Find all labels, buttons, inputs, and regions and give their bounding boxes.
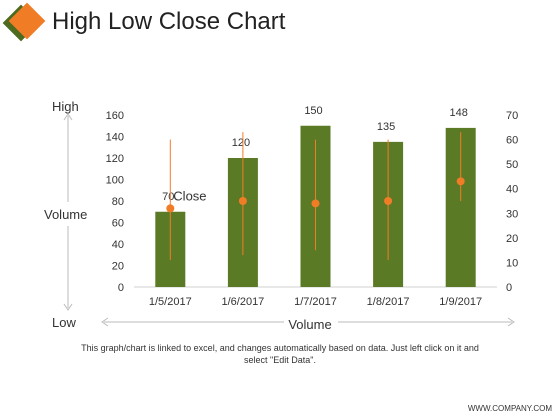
y-left-tick-label: 20 bbox=[112, 261, 124, 273]
y-left-tick-label: 160 bbox=[106, 110, 124, 122]
y-left-tick-label: 40 bbox=[112, 239, 124, 251]
website-label: WWW.COMPANY.COM bbox=[467, 404, 552, 413]
x-tick-label: 1/5/2017 bbox=[149, 296, 192, 308]
y-right-tick-label: 20 bbox=[506, 233, 518, 245]
side-label-high: High bbox=[52, 99, 79, 114]
page-title: High Low Close Chart bbox=[52, 8, 286, 35]
bar-data-label: 70 bbox=[162, 191, 174, 203]
y-left-tick-label: 100 bbox=[106, 175, 124, 187]
bar-data-label: 135 bbox=[377, 121, 395, 133]
x-tick-label: 1/9/2017 bbox=[439, 296, 482, 308]
y-right-tick-label: 70 bbox=[506, 110, 518, 122]
close-marker bbox=[311, 199, 320, 208]
y-left-tick-label: 60 bbox=[112, 218, 124, 230]
y-left-tick-label: 0 bbox=[118, 282, 124, 294]
side-arrow-up-head bbox=[63, 113, 73, 121]
bar-data-label: 148 bbox=[450, 107, 468, 119]
side-label-low: Low bbox=[52, 315, 76, 330]
footnote: This graph/chart is linked to excel, and… bbox=[81, 343, 479, 365]
x-tick-label: 1/8/2017 bbox=[367, 296, 410, 308]
y-left-tick-label: 120 bbox=[106, 153, 124, 165]
y-right-tick-label: 10 bbox=[506, 257, 518, 269]
x-arrow-right-head bbox=[507, 317, 515, 327]
side-label-volume: Volume bbox=[44, 207, 88, 222]
y-right-tick-label: 50 bbox=[506, 159, 518, 171]
y-right-tick-label: 0 bbox=[506, 282, 512, 294]
y-right-tick-label: 30 bbox=[506, 208, 518, 220]
close-marker bbox=[166, 204, 175, 213]
y-right-tick-label: 40 bbox=[506, 184, 518, 196]
y-left-tick-label: 140 bbox=[106, 132, 124, 144]
y-left-tick-label: 80 bbox=[112, 196, 124, 208]
close-marker bbox=[238, 197, 247, 205]
close-annotation: Close bbox=[173, 188, 206, 203]
diamond-icon bbox=[2, 2, 46, 42]
side-arrow-down-head bbox=[63, 303, 73, 311]
y-right-tick-label: 60 bbox=[506, 135, 518, 147]
close-marker bbox=[456, 177, 465, 186]
close-marker bbox=[384, 197, 393, 205]
bar-data-label: 150 bbox=[304, 105, 322, 117]
bar-data-label: 120 bbox=[232, 137, 250, 149]
x-axis-label: Volume bbox=[288, 317, 331, 332]
x-tick-label: 1/6/2017 bbox=[221, 296, 264, 308]
x-arrow-left-head bbox=[101, 317, 109, 327]
x-tick-label: 1/7/2017 bbox=[294, 296, 337, 308]
